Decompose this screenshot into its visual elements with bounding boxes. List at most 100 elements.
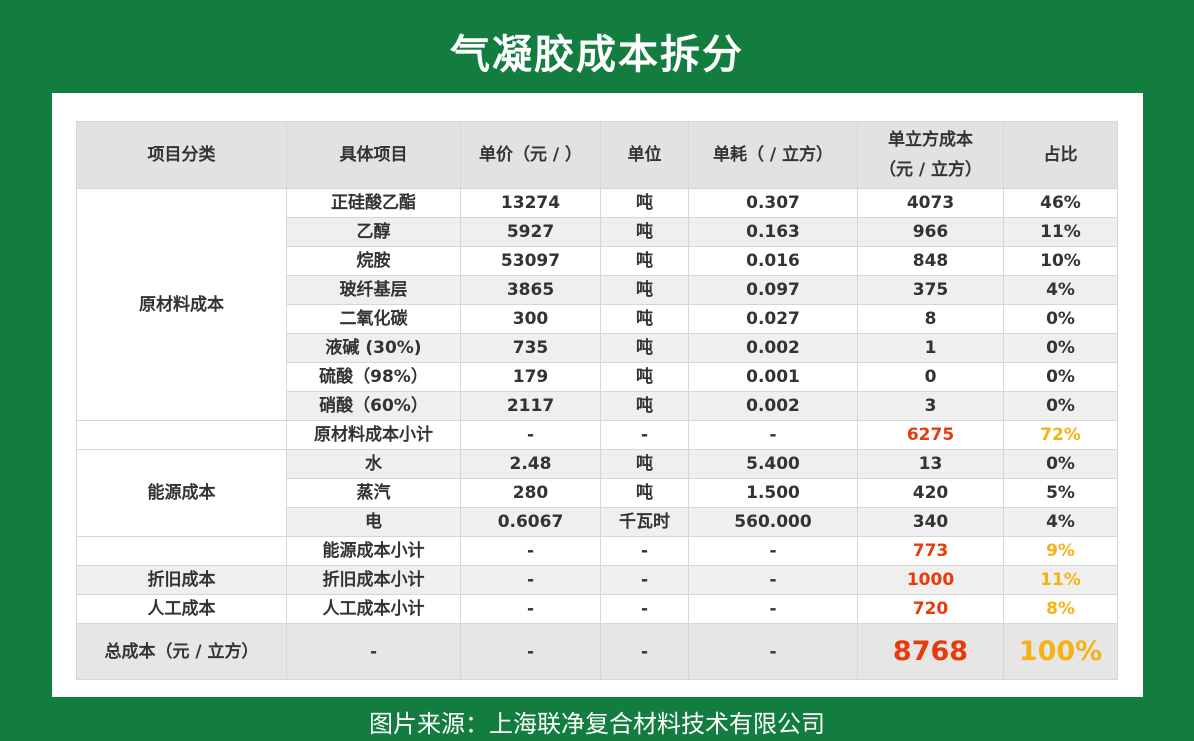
cell: 1000 [857,565,1004,595]
cell: - [600,594,689,624]
header-cell: 单位 [600,121,689,189]
item-row: 乙醇 5927 吨 0.163 966 11% [77,217,1118,247]
cell: 0% [1003,391,1118,421]
panel: 项目分类 具体项目 单价（元 / ）单位 单耗（ / 立方） 单立方成本 （元 / 立方… [52,93,1143,697]
cell: 3865 [460,275,601,305]
cell: 5927 [460,217,601,247]
subtotal-row: 折旧成本 折旧成本小计 - - -1000 11% [76,565,1118,595]
cell: 5% [1003,478,1118,508]
cell: 水 [286,449,461,479]
cell: 液碱 (30%) [286,333,461,363]
cell: 0% [1003,449,1118,479]
cell: 735 [460,333,601,363]
header-cell: 单耗（ / 立方） [688,121,858,189]
cell: 13 [857,449,1004,479]
total-cell: - [688,623,858,680]
cell: 0.163 [688,217,858,247]
cell: 300 [460,304,601,334]
cell: - [460,420,601,450]
subtotal-row: 原材料成本小计 - - -6275 72% [76,420,1118,450]
cell: 11% [1003,565,1118,595]
cell: 0.307 [688,188,858,218]
total-cell: - [286,623,461,680]
empty-cell [76,420,287,450]
cell: 179 [460,362,601,392]
cell: 0% [1003,362,1118,392]
header-cell: 单立方成本 （元 / 立方） [857,121,1004,189]
cell: 千瓦时 [600,507,689,537]
category-cell: 原材料成本 [76,188,287,421]
item-row: 硫酸（98%） 179 吨 0.001 0 0% [77,362,1118,392]
cell: 0% [1003,333,1118,363]
total-cell: 8768 [857,623,1004,680]
cell: 硝酸（60%） [286,391,461,421]
cell: 53097 [460,246,601,276]
cell: 9% [1003,536,1118,566]
cell: - [600,536,689,566]
header-row: 项目分类 具体项目 单价（元 / ）单位 单耗（ / 立方） 单立方成本 （元 / 立方… [76,121,1118,189]
cell: 人工成本小计 [286,594,461,624]
header-cell: 占比 [1003,121,1118,189]
empty-cell [76,536,287,566]
cell: 966 [857,217,1004,247]
cell: - [600,565,689,595]
cell: 0.027 [688,304,858,334]
header-cell: 单价（元 / ） [460,121,601,189]
cell: - [460,536,601,566]
cell: 0.001 [688,362,858,392]
cell: 吨 [600,391,689,421]
cell: 原材料成本小计 [286,420,461,450]
subtotal-row: 人工成本 人工成本小计 - - -720 8% [76,594,1118,624]
cell: 吨 [600,275,689,305]
cell: 吨 [600,333,689,363]
cell: 375 [857,275,1004,305]
total-cell: - [460,623,601,680]
category-cell: 能源成本 [76,449,287,537]
cell: 560.000 [688,507,858,537]
cell: 2117 [460,391,601,421]
cell: 4073 [857,188,1004,218]
cell: 4% [1003,275,1118,305]
item-row: 电 0.6067 千瓦时 560.000 340 4% [77,507,1118,537]
source: 图片来源：上海联净复合材料技术有限公司 [369,710,825,738]
cell: 5.400 [688,449,858,479]
item-row: 液碱 (30%) 735 吨 0.002 1 0% [77,333,1118,363]
header-cell: 具体项目 [286,121,461,189]
header-cell: 项目分类 [76,121,287,189]
cell: 848 [857,246,1004,276]
cell: - [460,565,601,595]
total-cell: 总成本（元 / 立方） [76,623,287,680]
cell: 280 [460,478,601,508]
cell: 6275 [857,420,1004,450]
cell: 能源成本小计 [286,536,461,566]
cell: 硫酸（98%） [286,362,461,392]
item-row: 能源成本水 2.48 吨 5.400 13 0% [76,449,1118,537]
cell: 1.500 [688,478,858,508]
item-row: 烷胺 53097 吨 0.016 848 10% [77,246,1118,276]
cell: 0.097 [688,275,858,305]
cell: 吨 [600,304,689,334]
cell: 0.002 [688,333,858,363]
cell: - [600,420,689,450]
cell: 0.6067 [460,507,601,537]
cell: - [688,594,858,624]
cell: 0.016 [688,246,858,276]
cell: 1 [857,333,1004,363]
total-row: 总成本（元 / 立方） - - - -8768 100% [76,623,1118,680]
title: 气凝胶成本拆分 [450,32,744,78]
item-row: 原材料成本 正硅酸乙酯 13274 吨 0.307 4073 46% [76,188,1118,421]
cell: 二氧化碳 [286,304,461,334]
cell: 11% [1003,217,1118,247]
cell: 773 [857,536,1004,566]
cell: 吨 [600,188,689,218]
item-row: 玻纤基层 3865 吨 0.097 375 4% [77,275,1118,305]
cell: 46% [1003,188,1118,218]
cell: 烷胺 [286,246,461,276]
cell: - [688,420,858,450]
category-cell: 折旧成本 [76,565,287,595]
cell: 8 [857,304,1004,334]
cell: 蒸汽 [286,478,461,508]
cell: 电 [286,507,461,537]
subtotal-row: 能源成本小计 - - -773 9% [76,536,1118,566]
